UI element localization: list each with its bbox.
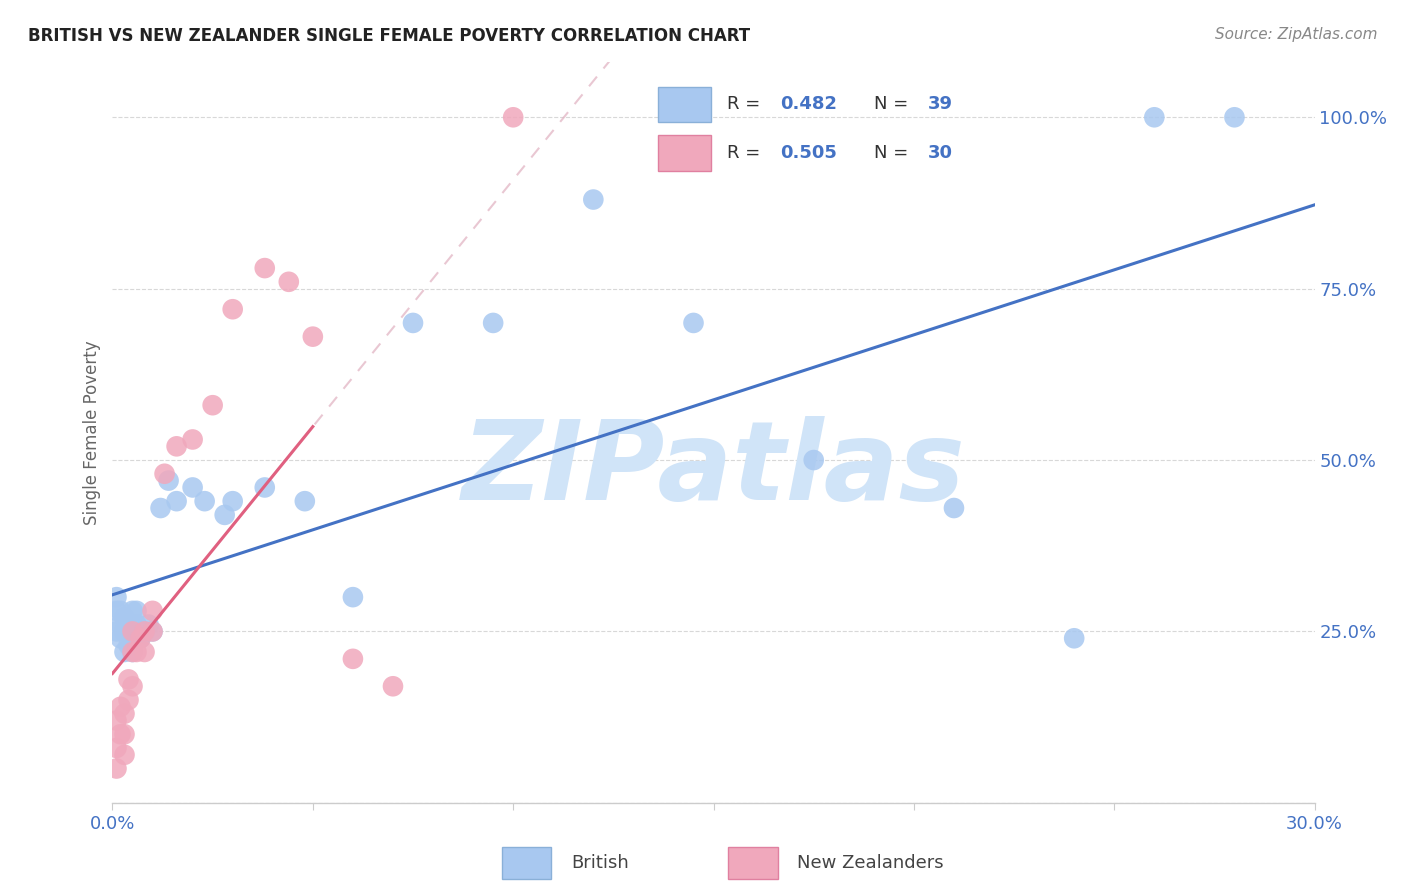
Point — [114, 727, 136, 741]
Point — [253, 480, 276, 494]
Point — [125, 645, 148, 659]
Point — [141, 604, 163, 618]
Text: N =: N = — [875, 95, 914, 113]
Point — [105, 624, 128, 639]
Point — [105, 590, 128, 604]
Point — [1143, 110, 1166, 124]
Point — [342, 590, 364, 604]
Point — [141, 624, 163, 639]
Point — [134, 624, 156, 639]
Point — [149, 501, 172, 516]
Text: ZIPatlas: ZIPatlas — [461, 417, 966, 523]
Point — [402, 316, 425, 330]
Point — [121, 645, 143, 659]
Point — [803, 453, 825, 467]
Point — [121, 604, 143, 618]
Point — [682, 316, 704, 330]
Point — [214, 508, 236, 522]
Point — [105, 762, 128, 776]
Point — [110, 699, 132, 714]
Point — [110, 727, 132, 741]
Point — [294, 494, 316, 508]
Point — [105, 714, 128, 728]
Point — [121, 645, 143, 659]
Text: 0.482: 0.482 — [780, 95, 838, 113]
Point — [129, 632, 152, 646]
Point — [105, 741, 128, 756]
Text: Source: ZipAtlas.com: Source: ZipAtlas.com — [1215, 27, 1378, 42]
Point — [166, 439, 188, 453]
Point — [114, 706, 136, 721]
Point — [134, 624, 156, 639]
Point — [502, 110, 524, 124]
Point — [121, 617, 143, 632]
Point — [194, 494, 217, 508]
Text: 39: 39 — [928, 95, 952, 113]
Point — [277, 275, 299, 289]
Point — [253, 261, 276, 276]
Point — [117, 624, 139, 639]
Point — [125, 604, 148, 618]
Point — [117, 673, 139, 687]
FancyBboxPatch shape — [728, 847, 778, 879]
Point — [181, 433, 204, 447]
Point — [382, 679, 405, 693]
Point — [121, 679, 143, 693]
Point — [134, 645, 156, 659]
Point — [129, 632, 152, 646]
Point — [153, 467, 176, 481]
Text: 30: 30 — [928, 144, 952, 162]
Point — [222, 302, 245, 317]
Point — [114, 611, 136, 625]
Point — [342, 652, 364, 666]
Point — [166, 494, 188, 508]
Text: New Zealanders: New Zealanders — [797, 854, 943, 872]
FancyBboxPatch shape — [658, 87, 711, 122]
Point — [117, 638, 139, 652]
Point — [1063, 632, 1085, 646]
Text: BRITISH VS NEW ZEALANDER SINGLE FEMALE POVERTY CORRELATION CHART: BRITISH VS NEW ZEALANDER SINGLE FEMALE P… — [28, 27, 751, 45]
Point — [117, 693, 139, 707]
Point — [942, 501, 965, 516]
Text: R =: R = — [727, 95, 766, 113]
Point — [222, 494, 245, 508]
Point — [125, 617, 148, 632]
Text: R =: R = — [727, 144, 766, 162]
FancyBboxPatch shape — [658, 136, 711, 170]
Text: N =: N = — [875, 144, 914, 162]
Point — [1223, 110, 1246, 124]
FancyBboxPatch shape — [502, 847, 551, 879]
Point — [121, 624, 143, 639]
Point — [110, 632, 132, 646]
Point — [157, 474, 180, 488]
Point — [110, 617, 132, 632]
Text: British: British — [571, 854, 628, 872]
Point — [138, 617, 160, 632]
Point — [582, 193, 605, 207]
Point — [114, 747, 136, 762]
Point — [141, 624, 163, 639]
Point — [201, 398, 224, 412]
Point — [105, 604, 128, 618]
Y-axis label: Single Female Poverty: Single Female Poverty — [83, 341, 101, 524]
Point — [110, 604, 132, 618]
Point — [302, 329, 325, 343]
Point — [482, 316, 505, 330]
Point — [114, 624, 136, 639]
Point — [114, 645, 136, 659]
Point — [181, 480, 204, 494]
Text: 0.505: 0.505 — [780, 144, 837, 162]
